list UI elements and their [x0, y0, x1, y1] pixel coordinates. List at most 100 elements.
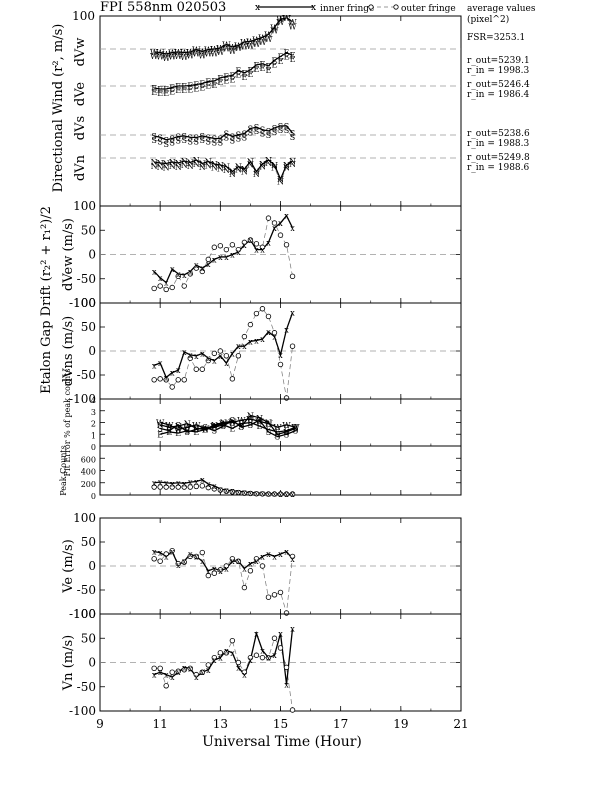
- fit-error-marker-W: W: [291, 423, 300, 432]
- inner-fringe-point-vn: x: [224, 646, 229, 655]
- outer-fringe-point-dvew: [157, 283, 163, 289]
- inner-fringe-point-dvew: x: [230, 251, 235, 260]
- inner-fringe-point-vn: x: [170, 673, 175, 682]
- inner-fringe-point-vn: x: [284, 680, 289, 689]
- inner-fringe-point-vn: x: [254, 629, 259, 638]
- marker-inner-S: S: [218, 135, 223, 144]
- average-values-block: average values (pixel^2) FSR=3253.1 r_ou…: [467, 4, 536, 173]
- fit-error-marker-W: W: [165, 421, 174, 430]
- marker-outer-E: E: [241, 73, 247, 82]
- outer-fringe-point-dvew: [175, 273, 181, 280]
- marker-outer-N: N: [217, 165, 224, 174]
- inner-fringe-point-dvns: x: [242, 342, 247, 351]
- y-axis-label-dvew: dVew (m/s): [61, 218, 76, 291]
- inner-fringe-point-peak: x: [176, 479, 181, 488]
- inner-fringe-point-peak: x: [224, 486, 229, 495]
- inner-fringe-point-peak: x: [164, 479, 169, 488]
- inner-fringe-point-vn: x: [176, 668, 181, 677]
- inner-fringe-point-dvew: x: [194, 261, 199, 270]
- marker-inner-E: E: [223, 72, 229, 81]
- inner-fringe-point-dvns: x: [248, 337, 253, 346]
- outer-fringe-point-peak: [229, 489, 236, 495]
- marker-outer-S: S: [272, 128, 277, 137]
- inner-fringe-point-dvew: x: [170, 265, 175, 274]
- marker-outer-N: N: [229, 170, 236, 179]
- r-in-2: r_in = 1986.4: [467, 90, 530, 100]
- legend-inner-marker-end: x: [311, 3, 316, 13]
- marker-outer-S: S: [181, 136, 186, 145]
- outer-fringe-point-dvew: [181, 283, 187, 289]
- inner-fringe-point-dvns: x: [254, 336, 259, 345]
- inner-fringe-point-dvns: x: [272, 333, 277, 342]
- outer-fringe-point-dvew: [205, 256, 211, 263]
- marker-outer-E: E: [290, 55, 296, 64]
- marker-inner-N: N: [289, 157, 296, 166]
- x-tick-label: 9: [96, 717, 104, 731]
- outer-fringe-point-peak: [277, 491, 284, 497]
- outer-fringe-point-dvns: [205, 357, 211, 364]
- marker-inner-S: S: [278, 122, 283, 131]
- marker-outer-S: S: [230, 137, 235, 146]
- inner-fringe-point-dvew: x: [200, 264, 205, 273]
- inner-fringe-line-dvns: [153, 312, 294, 379]
- marker-inner-E: E: [217, 74, 223, 83]
- y-tick-label-ve: 100: [73, 511, 96, 525]
- outer-fringe-point-peak: [181, 484, 187, 490]
- marker-inner-N: N: [253, 168, 260, 177]
- inner-fringe-point-ve: x: [260, 552, 265, 561]
- marker-outer-W: W: [264, 35, 273, 44]
- marker-inner-E: E: [211, 77, 217, 86]
- marker-inner-S: S: [194, 134, 199, 143]
- outer-fringe-point-dvew: [217, 243, 224, 249]
- inner-fringe-point-dvew: x: [242, 241, 247, 250]
- series-line-inner-N: [154, 159, 293, 181]
- fit-error-marker-S: S: [212, 427, 217, 436]
- fit-error-line-S: [160, 419, 296, 438]
- fit-error-marker-W: W: [192, 421, 201, 430]
- marker-inner-S: S: [284, 122, 289, 131]
- marker-outer-E: E: [278, 57, 284, 66]
- outer-fringe-point-ve: [265, 594, 272, 600]
- x-tick-label: 19: [393, 717, 408, 731]
- marker-inner-S: S: [230, 133, 235, 142]
- series-line-inner-W: [154, 17, 293, 55]
- fit-error-marker-N: N: [292, 424, 299, 433]
- outer-fringe-point-ve: [181, 559, 187, 565]
- outer-fringe-point-vn: [163, 683, 169, 689]
- outer-fringe-point-dvew: [211, 244, 218, 250]
- marker-outer-N: N: [193, 160, 200, 169]
- inner-fringe-line-dvew: [153, 214, 294, 284]
- marker-inner-E: E: [284, 49, 290, 58]
- average-values-title: average values: [467, 4, 536, 14]
- inner-fringe-point-vn: x: [278, 629, 283, 638]
- inner-fringe-point-dvew: x: [260, 246, 265, 255]
- outer-fringe-point-vn: [277, 645, 284, 651]
- outer-fringe-point-peak: [205, 484, 211, 491]
- inner-fringe-point-dvns: x: [218, 352, 223, 361]
- marker-inner-S: S: [206, 133, 211, 142]
- inner-fringe-point-dvns: x: [290, 309, 295, 318]
- fit-error-line-N: [160, 414, 296, 435]
- inner-fringe-point-vn: x: [248, 656, 253, 665]
- inner-fringe-point-dvew: x: [164, 279, 169, 288]
- inner-fringe-point-dvew: x: [224, 253, 229, 262]
- marker-outer-N: N: [151, 162, 158, 171]
- y-tick-label-dvew: 100: [73, 199, 96, 213]
- marker-outer-W: W: [150, 52, 159, 61]
- fit-error-marker-S: S: [203, 423, 208, 432]
- fit-error-marker-E: E: [175, 429, 181, 438]
- outer-fringe-point-dvns: [241, 333, 248, 340]
- series-line-inner-E: [154, 51, 293, 90]
- marker-outer-N: N: [175, 163, 182, 172]
- marker-outer-S: S: [266, 131, 271, 140]
- marker-inner-E: E: [181, 82, 187, 91]
- inner-fringe-point-peak: x: [200, 476, 205, 485]
- outer-fringe-point-peak: [253, 491, 260, 497]
- fit-error-marker-W: W: [228, 419, 237, 428]
- inner-fringe-point-dvns: x: [152, 361, 157, 370]
- inner-fringe-point-dvew: x: [254, 246, 259, 255]
- marker-outer-W: W: [168, 53, 177, 62]
- y-tick-label-fiterr: 3: [91, 408, 96, 417]
- x-tick-label: 21: [453, 717, 468, 731]
- inner-fringe-point-dvew: x: [248, 236, 253, 245]
